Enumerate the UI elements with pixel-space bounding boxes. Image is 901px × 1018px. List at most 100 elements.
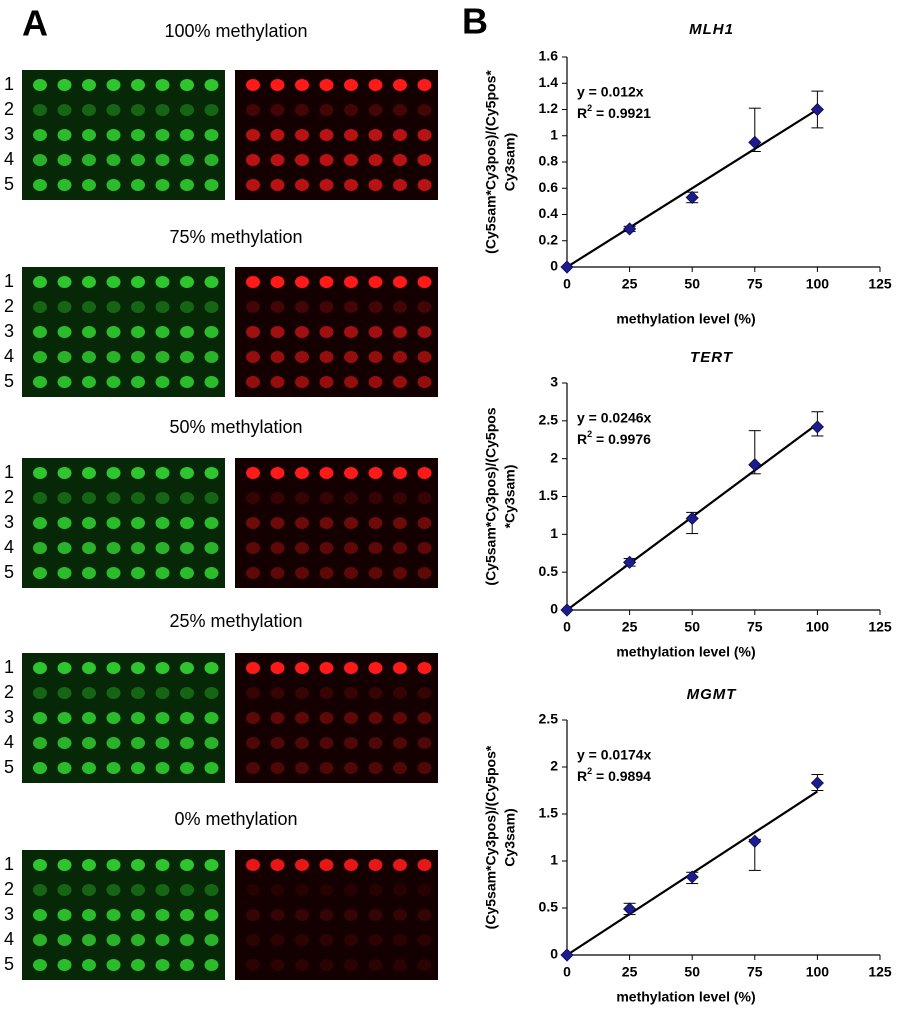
spot bbox=[417, 712, 432, 724]
r-squared-sup: 2 bbox=[587, 103, 592, 113]
spot bbox=[319, 79, 334, 91]
spot bbox=[393, 762, 407, 774]
spot bbox=[180, 542, 194, 554]
equation: y = 0.0174x bbox=[577, 747, 652, 763]
spot bbox=[155, 376, 170, 388]
spot bbox=[57, 517, 72, 529]
spot bbox=[368, 351, 383, 363]
spot bbox=[417, 326, 432, 338]
spot bbox=[319, 762, 334, 774]
spot bbox=[368, 326, 383, 338]
spot bbox=[33, 276, 47, 288]
spot bbox=[393, 737, 407, 749]
spot bbox=[33, 567, 47, 579]
spot bbox=[246, 376, 260, 388]
spot bbox=[204, 276, 219, 288]
spot bbox=[155, 909, 170, 921]
spot bbox=[82, 179, 96, 191]
spot bbox=[417, 859, 432, 871]
spot bbox=[344, 492, 358, 504]
spot bbox=[106, 154, 121, 166]
spot bbox=[319, 376, 334, 388]
spot bbox=[33, 687, 47, 699]
spot bbox=[180, 859, 194, 871]
array-title: 25% methylation bbox=[169, 611, 302, 631]
spot bbox=[417, 179, 432, 191]
spot bbox=[57, 712, 72, 724]
spot bbox=[246, 934, 260, 946]
spot bbox=[246, 567, 260, 579]
y-tick-label: 0.2 bbox=[539, 231, 559, 247]
spot bbox=[368, 884, 383, 896]
spot bbox=[57, 959, 72, 971]
spot bbox=[270, 104, 285, 116]
spot bbox=[344, 517, 358, 529]
spot bbox=[270, 737, 285, 749]
spot bbox=[295, 179, 309, 191]
equation: y = 0.0246x bbox=[577, 410, 652, 426]
marker bbox=[685, 870, 699, 884]
spot bbox=[417, 104, 432, 116]
spot bbox=[82, 687, 96, 699]
y-tick-label: 0 bbox=[550, 601, 558, 617]
r-squared-text: = 0.9976 bbox=[592, 431, 651, 447]
row-label: 2 bbox=[4, 296, 14, 316]
spot bbox=[82, 492, 96, 504]
array-image bbox=[235, 653, 438, 783]
spot bbox=[204, 542, 219, 554]
spot bbox=[33, 79, 47, 91]
spot bbox=[180, 762, 194, 774]
r-squared: R2 = 0.9894 bbox=[577, 766, 651, 783]
spot bbox=[295, 662, 309, 674]
spot bbox=[319, 542, 334, 554]
row-label: 4 bbox=[4, 537, 14, 557]
spot bbox=[106, 492, 121, 504]
spot bbox=[270, 79, 285, 91]
spot bbox=[270, 179, 285, 191]
spot bbox=[246, 662, 260, 674]
x-tick-label: 100 bbox=[806, 964, 830, 980]
spot bbox=[106, 326, 121, 338]
spot bbox=[344, 567, 358, 579]
spot bbox=[204, 959, 219, 971]
spot bbox=[33, 154, 47, 166]
equation: y = 0.012x bbox=[577, 84, 644, 100]
spot bbox=[393, 884, 407, 896]
spot bbox=[344, 104, 358, 116]
spot bbox=[319, 859, 334, 871]
spot bbox=[319, 737, 334, 749]
spot bbox=[82, 104, 96, 116]
spot bbox=[295, 934, 309, 946]
spot bbox=[180, 959, 194, 971]
row-label: 3 bbox=[4, 321, 14, 341]
spot bbox=[131, 737, 145, 749]
spot bbox=[82, 276, 96, 288]
spot bbox=[319, 129, 334, 141]
y-axis-label: (Cy5sam*Cy3pos)/(Cy5pos bbox=[483, 407, 499, 585]
spot bbox=[246, 762, 260, 774]
spot bbox=[106, 376, 121, 388]
spot bbox=[33, 492, 47, 504]
x-tick-label: 100 bbox=[806, 619, 830, 635]
spot bbox=[180, 79, 194, 91]
spot bbox=[204, 567, 219, 579]
spot bbox=[204, 712, 219, 724]
spot bbox=[180, 301, 194, 313]
spot bbox=[131, 104, 145, 116]
spot bbox=[131, 179, 145, 191]
spot bbox=[319, 301, 334, 313]
spot bbox=[204, 79, 219, 91]
spot bbox=[319, 934, 334, 946]
spot bbox=[344, 179, 358, 191]
y-tick-label: 3 bbox=[550, 374, 558, 390]
spot bbox=[270, 712, 285, 724]
spot bbox=[319, 662, 334, 674]
spot bbox=[204, 687, 219, 699]
spot bbox=[155, 301, 170, 313]
y-tick-label: 0.8 bbox=[539, 153, 559, 169]
spot bbox=[270, 687, 285, 699]
spot bbox=[319, 567, 334, 579]
spot bbox=[270, 662, 285, 674]
y-tick-label: 2.5 bbox=[539, 711, 559, 727]
row-label: 4 bbox=[4, 732, 14, 752]
